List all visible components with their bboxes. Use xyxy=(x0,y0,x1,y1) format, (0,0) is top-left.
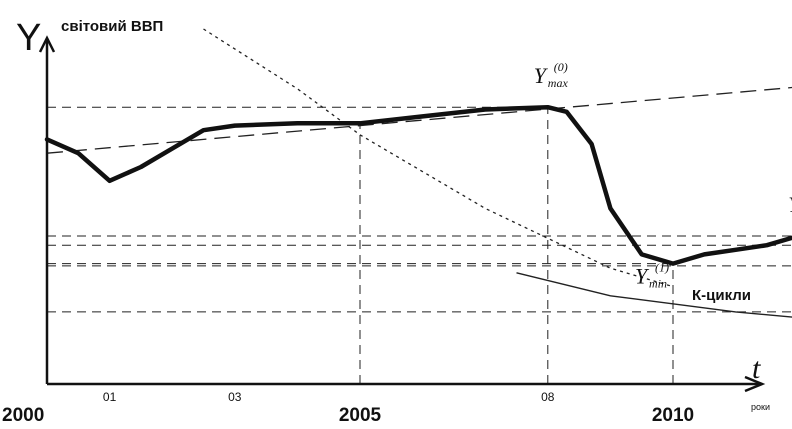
y-axis-label: світовий ВВП xyxy=(61,18,163,35)
x-axis-unit: роки xyxy=(751,402,770,412)
series-line-thin-solid xyxy=(516,272,792,318)
series-line-thick-solid xyxy=(44,104,792,266)
annotation-sup: (1) xyxy=(655,261,669,275)
annotations: Ymax(0)Ymax(1)Ymax(2)Ymin(1)Ymin(3)Ymin(… xyxy=(534,60,792,291)
major-tick-label: 2005 xyxy=(339,405,382,426)
major-tick-label: 2010 xyxy=(652,405,694,426)
guide-lines xyxy=(47,106,792,384)
minor-tick-label: 03 xyxy=(228,390,242,404)
k-cycle-label: К-цикли xyxy=(692,287,751,304)
annotation-main: Y xyxy=(635,264,650,289)
x-axis-symbol: t xyxy=(752,352,761,385)
minor-tick-label: 01 xyxy=(103,390,117,404)
annotation-sub: max xyxy=(548,76,569,90)
annotation-sub: min xyxy=(649,277,667,291)
x-axis-arrow xyxy=(744,375,766,393)
minor-tick-label: 08 xyxy=(541,390,555,404)
series-line-dotted-decline xyxy=(203,28,674,288)
annotation-sup: (0) xyxy=(554,60,568,74)
major-tick-label: 2000 xyxy=(2,405,44,426)
y-axis-arrow xyxy=(38,35,56,53)
annotation-main: Y xyxy=(788,192,792,217)
annotation-main: Y xyxy=(534,63,549,88)
trend-lines xyxy=(46,28,792,318)
axes xyxy=(38,35,766,393)
y-axis-symbol: Y xyxy=(16,17,41,59)
series-line-dashed-trend xyxy=(46,86,792,154)
tick-labels: 200020052010201520200103081213141718 xyxy=(2,390,792,426)
series-lines xyxy=(44,104,792,266)
